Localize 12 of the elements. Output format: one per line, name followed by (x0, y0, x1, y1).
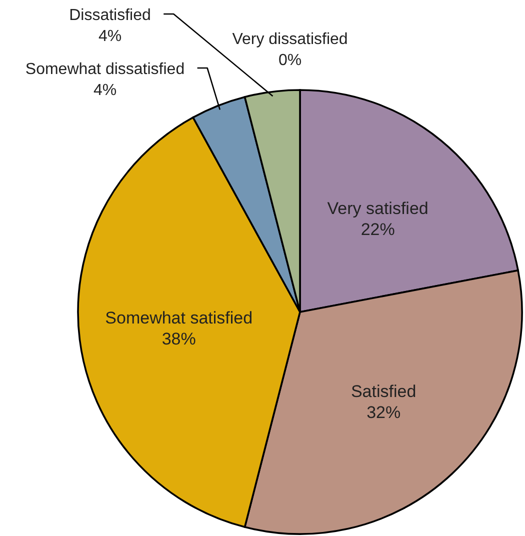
slice-label: Somewhat satisfied (105, 308, 253, 328)
category-label: Very dissatisfied (232, 31, 348, 48)
slice-label: Satisfied (350, 382, 416, 402)
data-label: 4% (98, 28, 122, 45)
data-label: 4% (93, 82, 117, 99)
slice-label: Somewhat dissatisfied (25, 61, 185, 78)
data-label: 38% (162, 329, 196, 348)
data-label: 32% (366, 403, 401, 422)
slice-label: Dissatisfied (69, 7, 151, 24)
text: 0% (278, 52, 302, 69)
slice-label: Very satisfied (327, 198, 428, 218)
data-label: 22% (360, 220, 395, 239)
